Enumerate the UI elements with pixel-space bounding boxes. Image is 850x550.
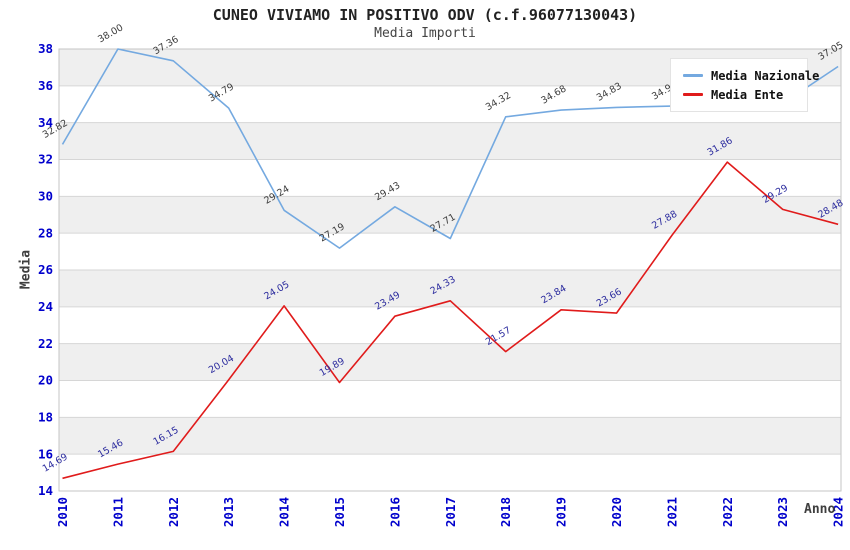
plot-band bbox=[59, 417, 841, 455]
y-tick-label: 16 bbox=[38, 446, 53, 461]
y-tick-label: 30 bbox=[38, 189, 53, 204]
x-tick-label: 2024 bbox=[831, 497, 846, 527]
x-tick-label: 2016 bbox=[387, 497, 402, 527]
y-tick-label: 22 bbox=[38, 336, 53, 351]
x-tick-label: 2020 bbox=[609, 497, 624, 527]
data-label: 38.00 bbox=[96, 22, 125, 45]
x-tick-label: 2018 bbox=[498, 497, 513, 527]
y-tick-label: 34 bbox=[38, 115, 53, 130]
plot-band bbox=[59, 122, 841, 160]
y-tick-label: 36 bbox=[38, 78, 53, 93]
x-tick-label: 2023 bbox=[775, 497, 790, 527]
y-tick-label: 18 bbox=[38, 410, 53, 425]
plot-border bbox=[58, 48, 842, 492]
x-tick-label: 2021 bbox=[664, 497, 679, 527]
data-label: 34.32 bbox=[484, 90, 513, 113]
legend-label: Media Ente bbox=[711, 87, 784, 102]
legend-label: Media Nazionale bbox=[711, 68, 820, 83]
series-line-media-ente bbox=[62, 161, 839, 480]
legend-swatch-blue-line-icon bbox=[683, 74, 703, 77]
y-tick-label: 20 bbox=[38, 373, 53, 388]
x-tick-label: 2015 bbox=[332, 497, 347, 527]
x-tick-label: 2014 bbox=[277, 497, 292, 527]
legend-swatch-red-line-icon bbox=[683, 93, 703, 96]
plot-band bbox=[59, 196, 841, 234]
y-tick-label: 32 bbox=[38, 152, 53, 167]
x-tick-label: 2019 bbox=[554, 497, 569, 527]
x-tick-label: 2010 bbox=[55, 497, 70, 527]
chart-title: CUNEO VIVIAMO IN POSITIVO ODV (c.f.96077… bbox=[212, 6, 638, 24]
y-tick-label: 28 bbox=[38, 225, 53, 240]
x-tick-label: 2013 bbox=[221, 497, 236, 527]
x-tick-label: 2022 bbox=[720, 497, 735, 527]
legend-item-media-ente: Media Ente bbox=[683, 85, 807, 104]
y-tick-label: 38 bbox=[38, 41, 53, 56]
data-label: 34.68 bbox=[539, 83, 568, 106]
legend: Media Nazionale Media Ente bbox=[670, 58, 819, 112]
x-tick-label: 2012 bbox=[166, 497, 181, 527]
y-axis-title: Media bbox=[18, 249, 34, 290]
legend-item-media-nazionale: Media Nazionale bbox=[683, 66, 819, 85]
y-tick-label: 14 bbox=[38, 483, 53, 498]
y-tick-label: 24 bbox=[38, 299, 53, 314]
chart-subtitle: Media Importi bbox=[374, 26, 476, 41]
x-tick-label: 2017 bbox=[443, 497, 458, 527]
x-tick-label: 2011 bbox=[110, 497, 125, 527]
x-axis-title: Anno bbox=[804, 502, 836, 517]
y-tick-label: 26 bbox=[38, 262, 53, 277]
plot-band bbox=[59, 343, 841, 381]
